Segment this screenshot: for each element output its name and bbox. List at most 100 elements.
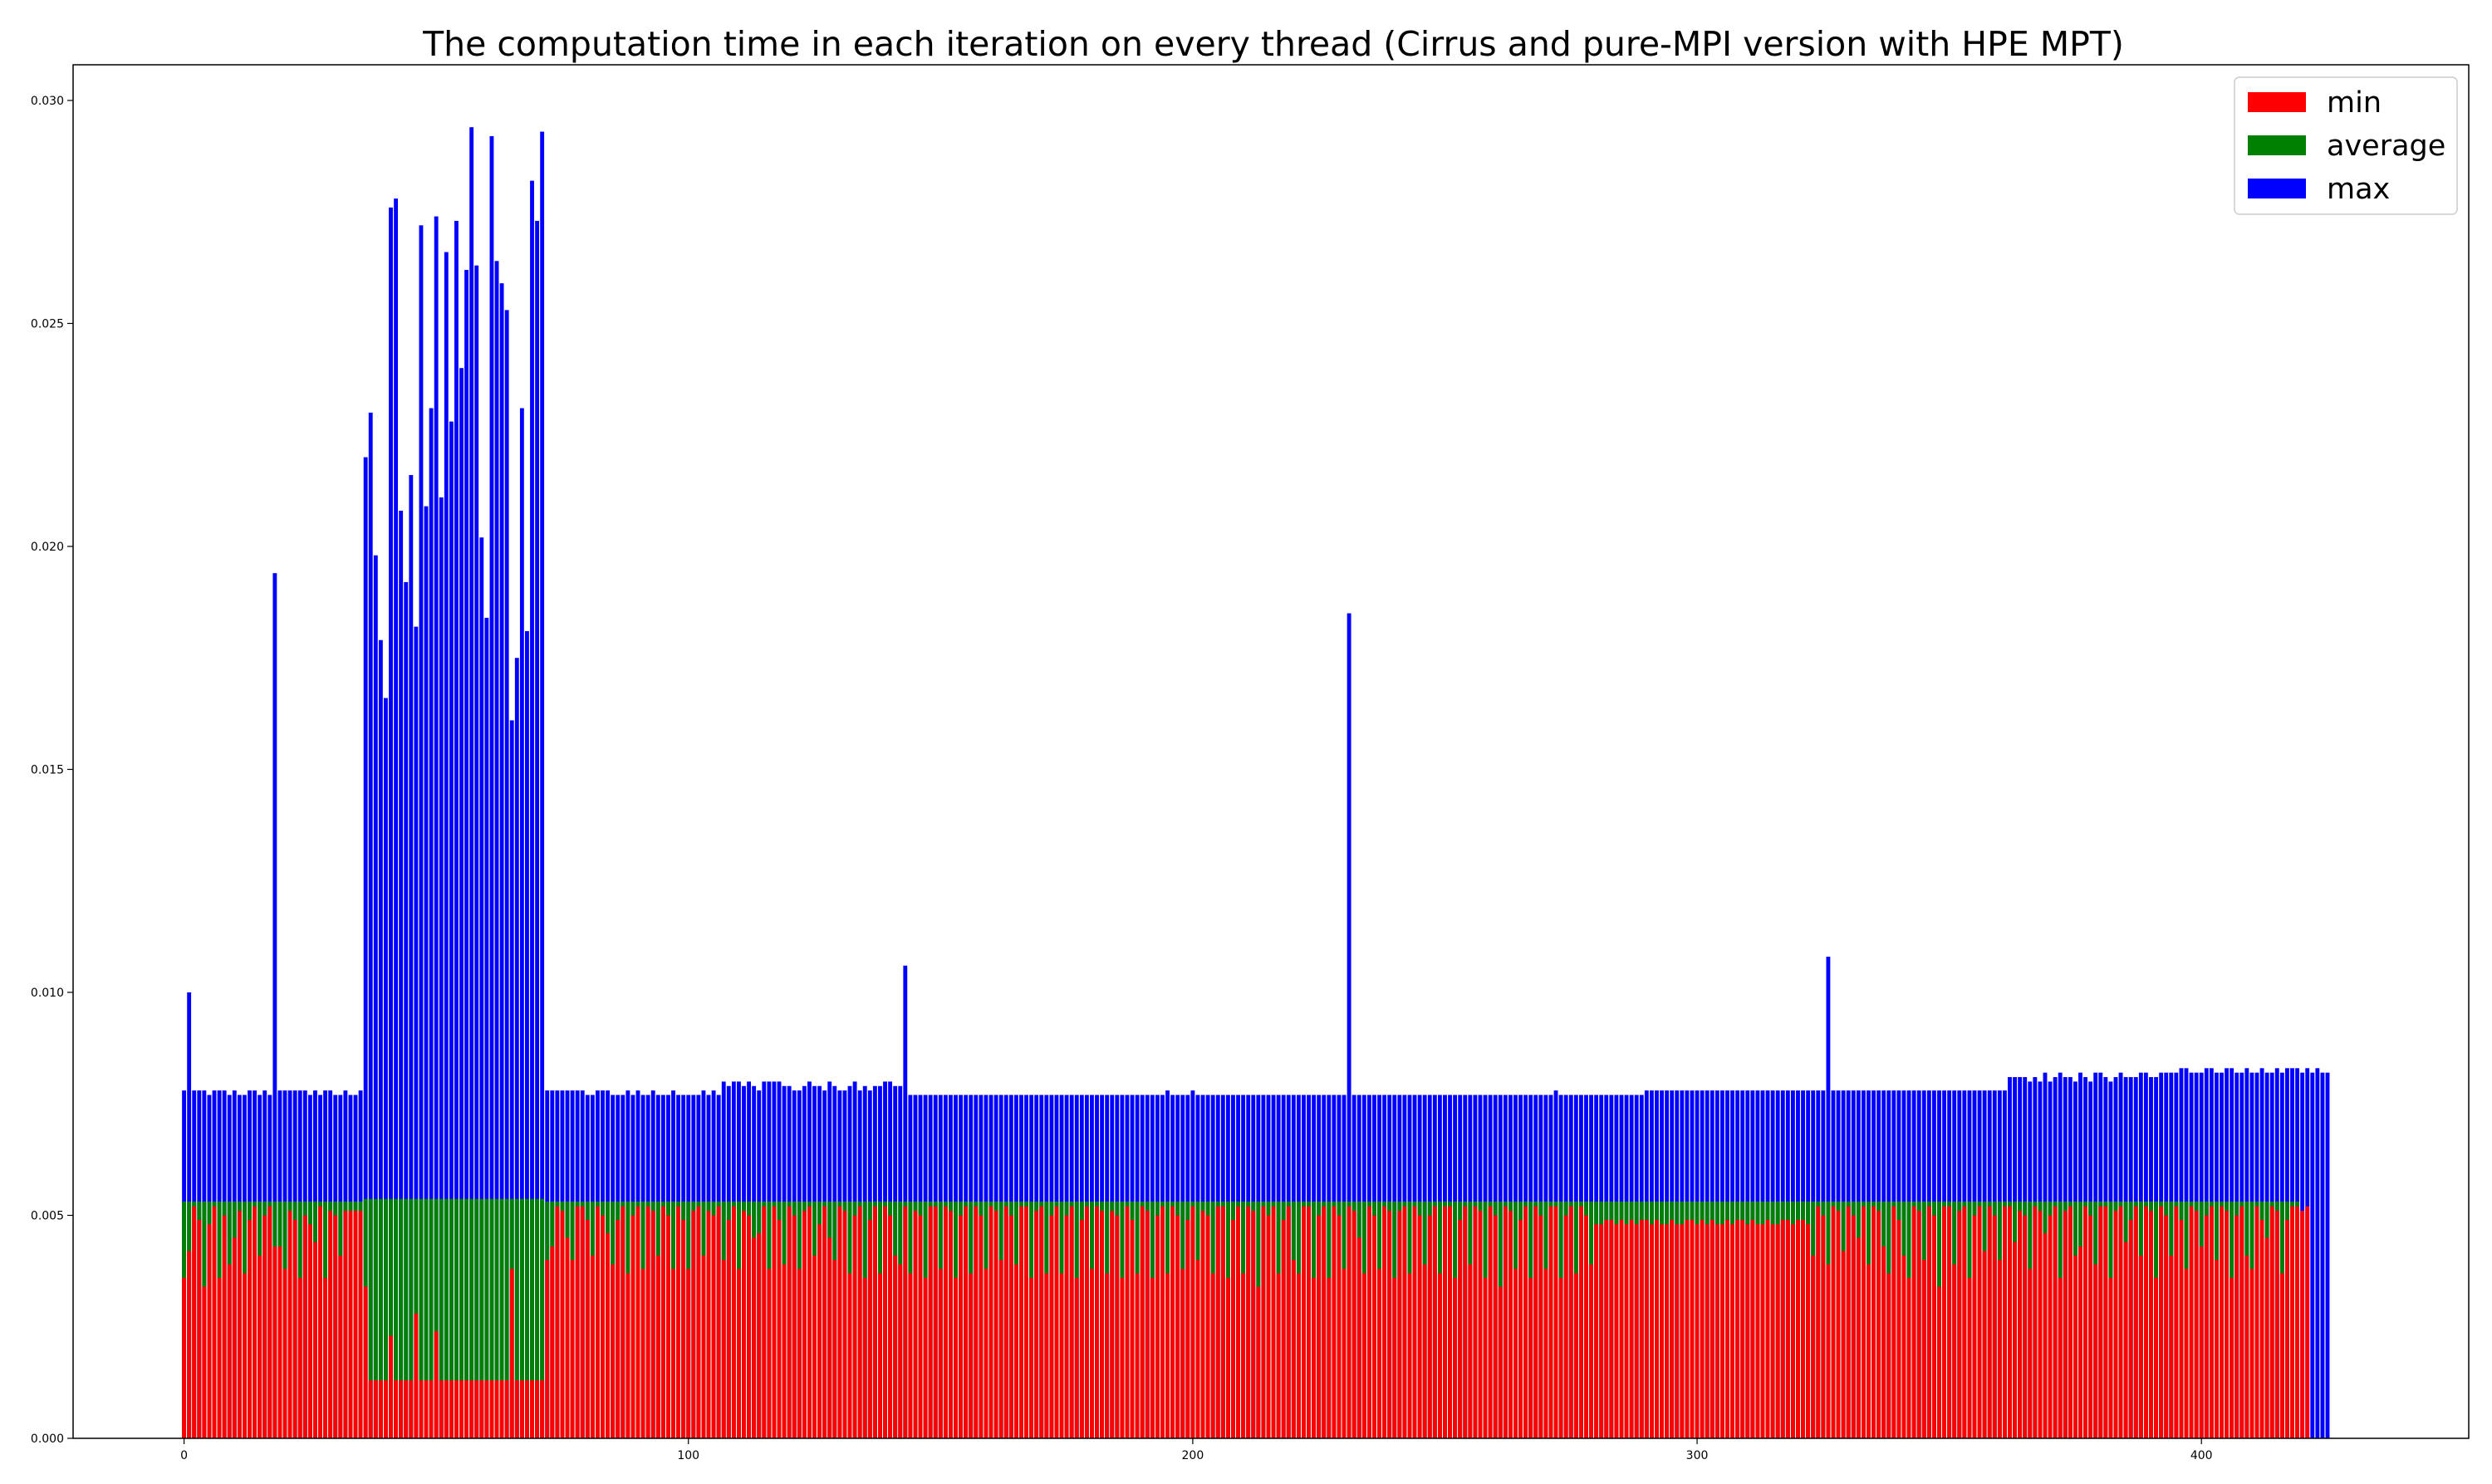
bar-max-422 — [2310, 1072, 2315, 1438]
bar-min-56 — [464, 1380, 469, 1438]
bar-min-416 — [2279, 1273, 2284, 1438]
bar-min-172 — [1049, 1215, 1054, 1438]
bar-min-351 — [1952, 1264, 1957, 1438]
bar-max-64 — [504, 310, 509, 1438]
bar-min-139 — [883, 1206, 887, 1438]
bar-min-373 — [2063, 1211, 2068, 1438]
bar-min-333 — [1861, 1206, 1866, 1438]
bar-min-192 — [1150, 1277, 1155, 1438]
bar-min-60 — [484, 1380, 489, 1438]
bar-average-69 — [530, 1198, 534, 1438]
bar-min-160 — [988, 1206, 993, 1438]
bar-min-150 — [938, 1268, 943, 1438]
bar-min-307 — [1730, 1224, 1734, 1438]
bar-min-88 — [625, 1273, 630, 1438]
bar-min-115 — [762, 1206, 767, 1438]
bar-min-340 — [1896, 1219, 1901, 1438]
bar-min-128 — [827, 1237, 832, 1438]
bar-min-83 — [601, 1215, 605, 1438]
bar-min-391 — [2154, 1277, 2158, 1438]
bar-min-38 — [373, 1380, 378, 1438]
bar-min-14 — [253, 1206, 258, 1438]
bar-min-291 — [1649, 1224, 1654, 1438]
bar-min-188 — [1130, 1219, 1135, 1438]
bar-min-121 — [792, 1215, 797, 1438]
bar-average-63 — [499, 1198, 504, 1438]
bar-max-40 — [384, 698, 388, 1438]
bar-min-114 — [757, 1232, 762, 1438]
bar-min-260 — [1493, 1215, 1498, 1438]
bar-min-3 — [197, 1219, 202, 1438]
bar-min-289 — [1639, 1219, 1644, 1438]
bar-min-135 — [862, 1277, 867, 1438]
bar-min-107 — [721, 1260, 726, 1438]
bar-min-108 — [726, 1219, 731, 1438]
bar-max-62 — [494, 261, 499, 1438]
bar-average-43 — [399, 1198, 404, 1438]
bar-min-274 — [1563, 1215, 1568, 1438]
bar-average-60 — [484, 1198, 489, 1438]
bar-min-287 — [1629, 1219, 1634, 1438]
bar-max-18 — [272, 573, 277, 1439]
bar-min-69 — [530, 1380, 534, 1438]
bar-min-332 — [1856, 1237, 1861, 1438]
bar-min-117 — [772, 1206, 777, 1438]
bar-min-4 — [202, 1286, 207, 1438]
bar-min-227 — [1327, 1277, 1332, 1438]
bar-min-213 — [1256, 1286, 1261, 1438]
bar-min-379 — [2093, 1264, 2098, 1438]
bar-average-51 — [439, 1198, 444, 1438]
bar-min-317 — [1780, 1219, 1785, 1438]
bar-min-406 — [2230, 1277, 2234, 1438]
bar-min-417 — [2284, 1219, 2289, 1438]
bar-min-17 — [267, 1206, 272, 1438]
bar-min-275 — [1568, 1206, 1573, 1438]
bar-max-57 — [469, 127, 474, 1439]
bar-min-276 — [1573, 1273, 1578, 1438]
bar-min-20 — [282, 1268, 287, 1438]
bar-min-116 — [767, 1268, 772, 1438]
bar-min-395 — [2174, 1206, 2179, 1438]
bar-min-312 — [1755, 1224, 1760, 1438]
bar-min-328 — [1836, 1211, 1841, 1438]
bar-min-171 — [1044, 1273, 1049, 1438]
y-tick-label-1: 0.005 — [31, 1209, 64, 1222]
bar-min-30 — [333, 1215, 338, 1438]
bar-average-70 — [535, 1198, 540, 1438]
bar-min-315 — [1770, 1224, 1775, 1438]
bar-min-419 — [2295, 1206, 2299, 1438]
bar-min-175 — [1064, 1215, 1069, 1438]
bar-min-324 — [1816, 1206, 1821, 1438]
legend-swatch-average — [2248, 135, 2306, 155]
bar-min-166 — [1019, 1206, 1023, 1438]
bar-min-239 — [1387, 1211, 1392, 1438]
bar-max-36 — [363, 457, 368, 1438]
bar-min-199 — [1185, 1219, 1190, 1438]
bar-min-174 — [1059, 1273, 1064, 1438]
bar-min-403 — [2214, 1260, 2219, 1438]
bar-min-37 — [368, 1380, 373, 1438]
bar-max-71 — [540, 131, 545, 1438]
bar-min-82 — [596, 1206, 600, 1438]
bar-min-96 — [666, 1215, 670, 1438]
bar-average-38 — [373, 1198, 378, 1438]
bar-min-27 — [318, 1206, 322, 1438]
bar-min-318 — [1785, 1219, 1790, 1438]
bar-min-145 — [913, 1211, 918, 1438]
bar-min-152 — [949, 1211, 953, 1438]
bar-min-55 — [459, 1380, 464, 1438]
bar-min-176 — [1069, 1206, 1074, 1438]
bar-min-106 — [716, 1206, 721, 1438]
bar-max-60 — [484, 617, 489, 1438]
bar-max-55 — [459, 368, 464, 1438]
bar-average-61 — [489, 1198, 494, 1438]
bar-min-233 — [1356, 1237, 1361, 1438]
bar-min-314 — [1765, 1219, 1770, 1438]
bar-min-9 — [227, 1264, 232, 1438]
bar-min-412 — [2259, 1219, 2264, 1438]
bar-min-186 — [1120, 1277, 1125, 1438]
bar-min-129 — [832, 1260, 837, 1438]
bar-min-253 — [1458, 1219, 1463, 1438]
bar-min-134 — [857, 1206, 862, 1438]
